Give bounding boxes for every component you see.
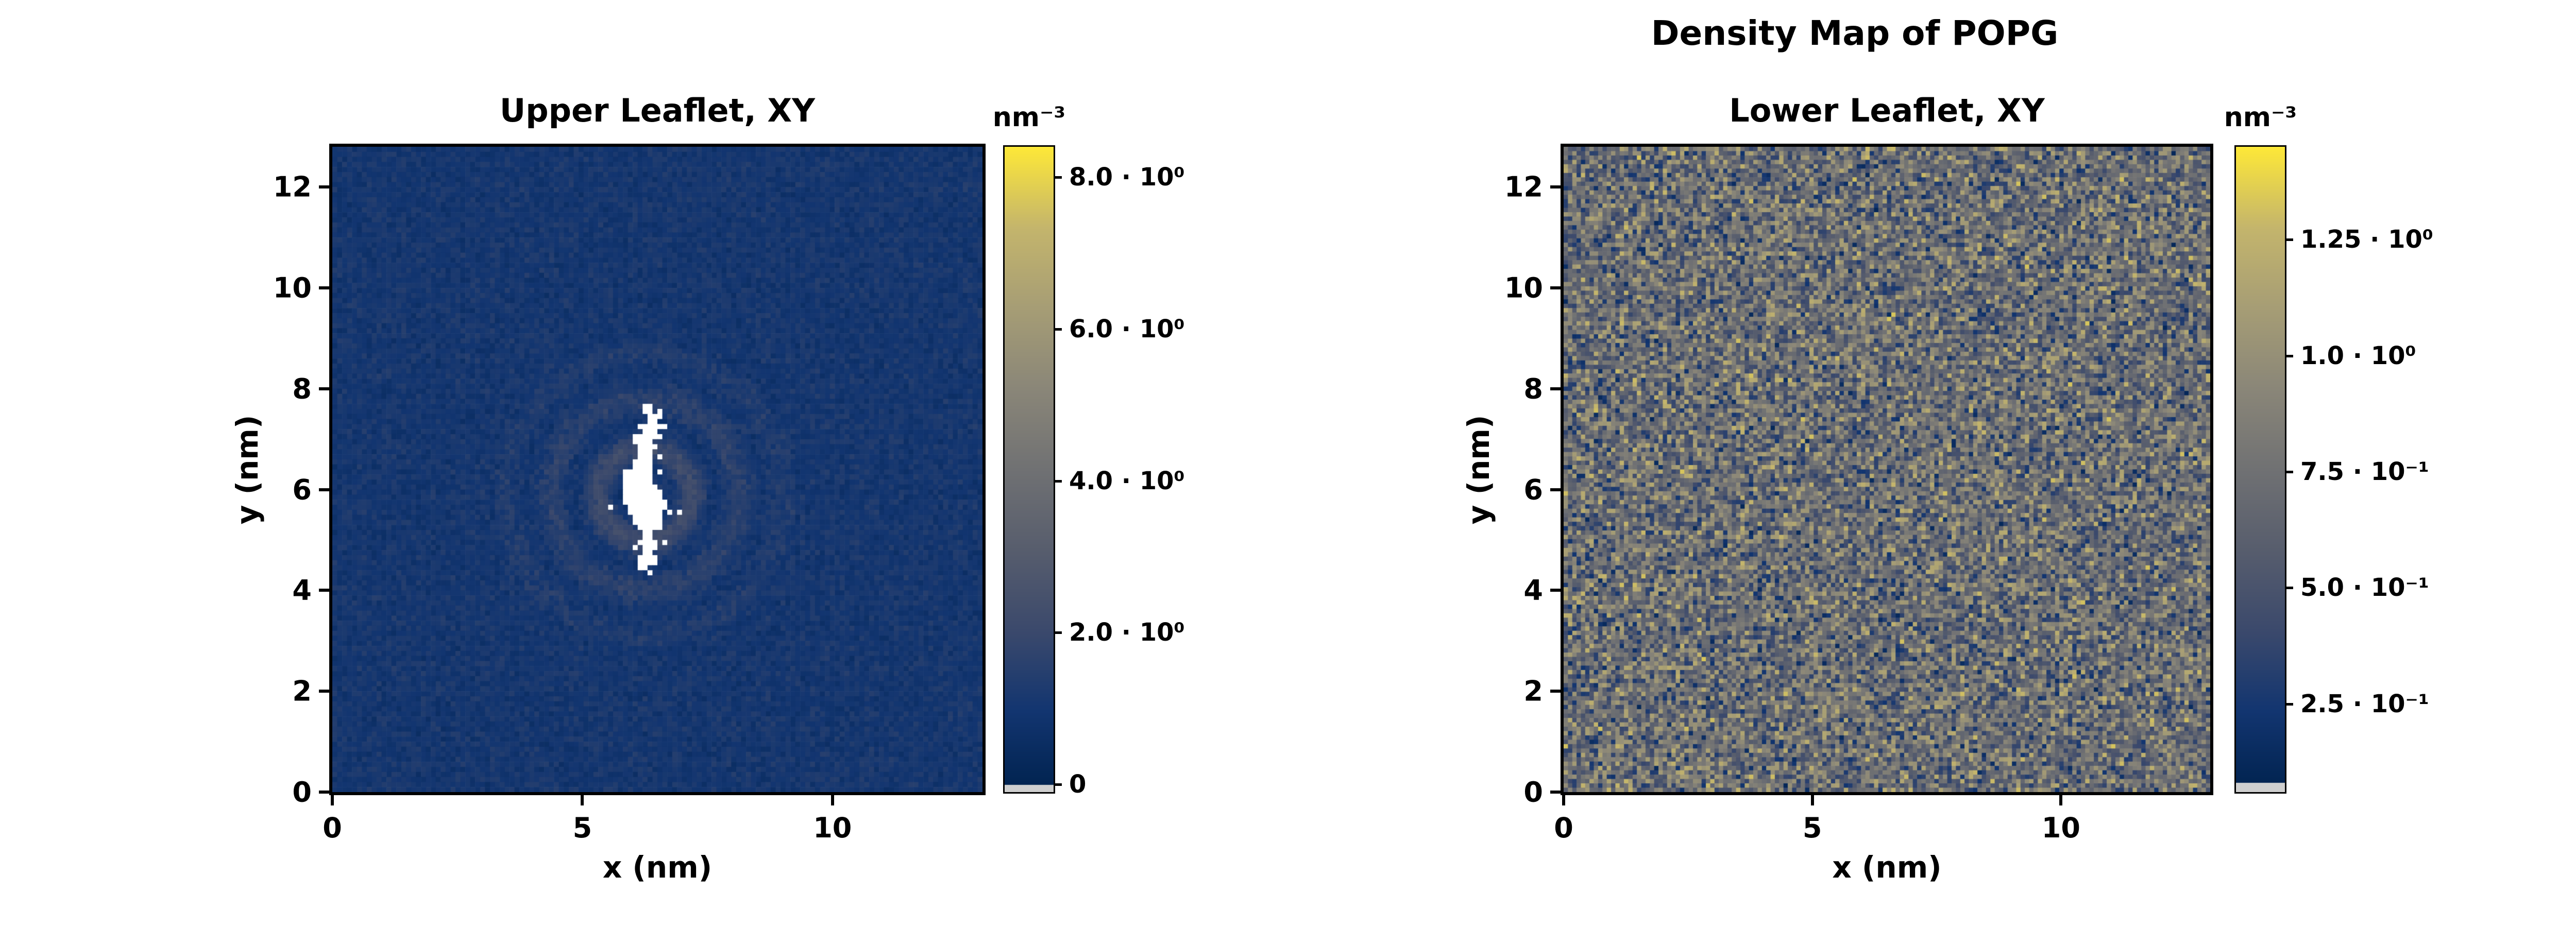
colorbar-tick-label: 8.0 · 10⁰ (1069, 162, 1185, 192)
panel-title: Lower Leaflet, XY (1729, 92, 2045, 129)
y-tick-label: 6 (292, 473, 312, 506)
colorbar-tick-label: 4.0 · 10⁰ (1069, 466, 1185, 495)
y-tick-label: 4 (292, 574, 312, 607)
x-tick-mark (831, 795, 834, 805)
colorbar-tick-mark (2286, 471, 2293, 473)
x-tick-mark (331, 795, 334, 805)
y-tick-label: 8 (292, 372, 312, 405)
y-tick-label: 4 (1523, 574, 1543, 607)
x-tick-mark (1810, 795, 1814, 805)
x-tick-label: 10 (813, 812, 852, 844)
colorbar-tick-label: 5.0 · 10⁻¹ (2300, 573, 2429, 603)
y-tick-label: 10 (1504, 271, 1543, 304)
y-tick-mark (319, 387, 329, 390)
x-tick-label: 0 (1554, 812, 1573, 844)
y-tick-label: 2 (292, 675, 312, 708)
y-tick-mark (1550, 791, 1561, 794)
y-tick-mark (1550, 488, 1561, 491)
colorbar-tick-mark (1055, 479, 1062, 483)
y-tick-label: 12 (1504, 170, 1543, 203)
colorbar-tick-label: 7.5 · 10⁻¹ (2300, 457, 2429, 486)
y-tick-label: 12 (273, 170, 312, 203)
figure-suptitle: Density Map of POPG (1651, 13, 2059, 53)
x-axis-label: x (nm) (1832, 850, 1942, 885)
colorbar-tick-mark (1055, 783, 1062, 786)
plot-area (1561, 144, 2213, 795)
colorbar-tick-mark (2286, 702, 2293, 706)
colorbar-tick-mark (1055, 328, 1062, 331)
x-tick-label: 5 (1802, 812, 1822, 844)
x-tick-mark (581, 795, 584, 805)
y-axis-label: y (nm) (1461, 415, 1496, 524)
y-tick-label: 0 (1523, 776, 1543, 809)
x-axis-label: x (nm) (602, 850, 713, 885)
y-axis-label: y (nm) (230, 415, 265, 524)
colorbar-tick-label: 0 (1069, 770, 1087, 799)
colorbar-tick-label: 1.25 · 10⁰ (2300, 225, 2433, 254)
y-tick-label: 2 (1523, 675, 1543, 708)
colorbar-unit-label: nm⁻³ (2224, 102, 2297, 133)
colorbar-tick-mark (2286, 238, 2293, 242)
y-tick-label: 0 (292, 776, 312, 809)
y-tick-label: 6 (1523, 473, 1543, 506)
y-tick-mark (1550, 286, 1561, 290)
colorbar-unit-label: nm⁻³ (992, 102, 1066, 133)
colorbar-tick-mark (1055, 176, 1062, 179)
y-tick-mark (1550, 690, 1561, 693)
heatmap-canvas (332, 147, 982, 792)
y-tick-mark (319, 690, 329, 693)
colorbar-tick-mark (1055, 631, 1062, 634)
y-tick-label: 8 (1523, 372, 1543, 405)
y-tick-mark (319, 286, 329, 290)
colorbar-tick-label: 2.0 · 10⁰ (1069, 618, 1185, 647)
plot-area (329, 144, 986, 795)
y-tick-mark (319, 791, 329, 794)
colorbar-canvas (2236, 147, 2285, 792)
x-tick-label: 0 (323, 812, 342, 844)
colorbar (1003, 145, 1055, 794)
x-tick-mark (2059, 795, 2063, 805)
panel-title: Upper Leaflet, XY (499, 92, 816, 129)
colorbar-tick-label: 1.0 · 10⁰ (2300, 341, 2416, 370)
colorbar (2234, 145, 2286, 794)
y-tick-mark (1550, 589, 1561, 592)
colorbar-canvas (1005, 147, 1054, 792)
y-tick-mark (1550, 185, 1561, 189)
x-tick-label: 10 (2041, 812, 2080, 844)
heatmap-canvas (1564, 147, 2210, 792)
colorbar-tick-mark (2286, 354, 2293, 357)
colorbar-tick-label: 2.5 · 10⁻¹ (2300, 689, 2429, 718)
colorbar-tick-mark (2286, 587, 2293, 590)
x-tick-label: 5 (572, 812, 592, 844)
colorbar-tick-label: 6.0 · 10⁰ (1069, 314, 1185, 344)
y-tick-mark (319, 185, 329, 189)
y-tick-mark (319, 488, 329, 491)
y-tick-mark (1550, 387, 1561, 390)
y-tick-label: 10 (273, 271, 312, 304)
x-tick-mark (1562, 795, 1565, 805)
y-tick-mark (319, 589, 329, 592)
